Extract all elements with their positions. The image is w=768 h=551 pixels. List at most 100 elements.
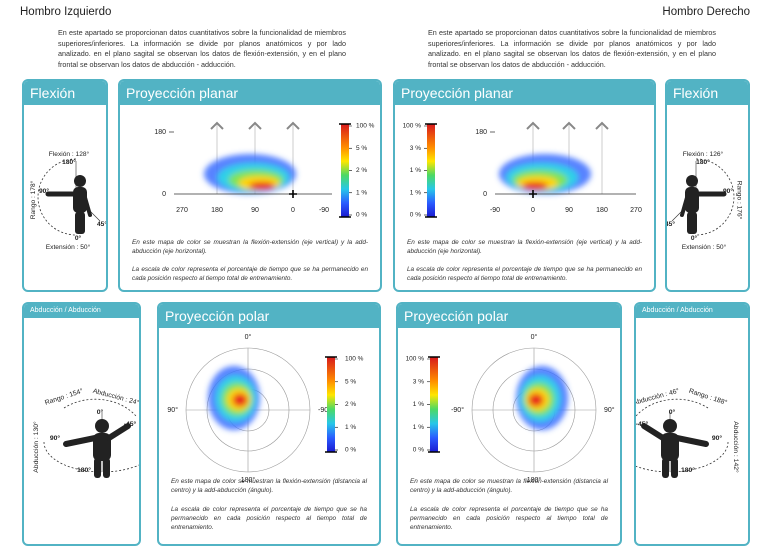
card-title: Flexión [667, 81, 748, 105]
caption: La escala de color representa el porcent… [407, 266, 642, 282]
polar-card: Proyección polar 0° 90° -90° 180° 100 % 5 % 2 %… [157, 302, 381, 546]
colorbar-label: 100 % [356, 123, 375, 130]
abduction-card: Abducción / Abducción Rango : 154° Abducci… [22, 302, 141, 546]
torso [661, 433, 679, 461]
card-title: Proyección planar [120, 81, 380, 105]
figure-label: 45° [667, 220, 675, 228]
figure-label: Extensión : 50° [682, 243, 727, 251]
mannequin [671, 158, 735, 236]
caption: La escala de color representa el porcent… [132, 266, 368, 282]
arm [680, 192, 690, 217]
colorbar-label: 2 % [345, 401, 356, 408]
head [686, 175, 698, 187]
torso [93, 433, 111, 461]
colorbar-label: 5 % [356, 145, 367, 152]
intro-text: En este apartado se proporcionan datos c… [428, 28, 716, 69]
x-tick-label: 90 [251, 207, 259, 214]
arm-icon [210, 121, 224, 130]
figure-label: 180° [681, 466, 695, 474]
range-arc [37, 158, 77, 236]
polar-label: 180° [527, 476, 542, 484]
figure-label: 0° [691, 234, 698, 242]
y-tick-label: 180 [154, 129, 166, 136]
mannequin [37, 158, 101, 236]
mannequin [43, 398, 139, 478]
colorbar-label: 0 % [413, 447, 424, 454]
heatmap [516, 366, 568, 430]
polar-label: 0° [531, 333, 538, 341]
flexion-card: Flexión Flexión : 128° 180° 90° 45° 0° Rango :… [22, 79, 108, 292]
y-tick-label: 0 [483, 191, 487, 198]
colorbar [430, 357, 438, 452]
arm [106, 423, 131, 441]
caption: La escala de color representa el porcent… [410, 506, 608, 531]
figure-label: 0° [97, 408, 104, 416]
card-title: Abducción / Abducción [636, 304, 748, 318]
figure-label: Extensión : 50° [46, 243, 91, 251]
x-tick-label: -90 [490, 207, 500, 214]
abduction-card: Abducción / Abducción Rango : 188° Abducci… [634, 302, 750, 546]
colorbar-label: 5 % [345, 378, 356, 385]
heat-red [232, 393, 248, 407]
figure-label: Abducción : 24° [92, 387, 139, 407]
figure-label: Flexión : 128° [49, 150, 90, 158]
origin-cross [529, 190, 537, 198]
figure-label: Rango : 178° [29, 180, 37, 219]
card-title: Proyección polar [398, 304, 620, 328]
polar-graphic: 0° -90° 90° 180° 100 % 3 % 1 % 1 % 0 % [406, 333, 615, 484]
leg [103, 458, 110, 478]
arm-icon [248, 121, 262, 130]
colorbar-label: 100 % [403, 123, 422, 130]
colorbar-label: 1 % [413, 401, 424, 408]
colorbar [341, 124, 349, 217]
caption: En este mapa de color se muestran la fle… [410, 478, 608, 494]
polar-label: 90° [167, 406, 178, 414]
figure-label: Rango : 188° [688, 387, 729, 407]
range-arc [63, 398, 137, 417]
range-arc [636, 398, 709, 417]
arm [674, 435, 709, 447]
figure-label: 180° [77, 466, 91, 474]
figure-label: 180° [62, 158, 76, 166]
polar-label: 0° [245, 333, 252, 341]
colorbar-label: 2 % [356, 167, 367, 174]
flexion-graphic: Flexión : 126°180° 90° 45° 0° Rango : 176° Ex… [667, 150, 743, 251]
head [95, 419, 109, 433]
colorbar-label: 100 % [345, 356, 364, 363]
caption: En este mapa de color se muestran la fle… [171, 478, 367, 494]
planar-graphic: -90 0 90 180 270 180 0 100 % 3 % 1 % 1 % 0 % [403, 121, 642, 219]
y-tick-label: 0 [162, 191, 166, 198]
figure-label: 90° [50, 434, 61, 442]
intro-text: En este apartado se proporcionan datos c… [58, 28, 346, 69]
planar-card: Proyección planar 270 180 90 0 -90 180 0 100 % 5 … [118, 79, 382, 292]
figure-label: Abducción : 130° [32, 421, 40, 473]
polar-label: 90° [604, 406, 615, 414]
x-tick-label: 90 [565, 207, 573, 214]
figure-label: Flexión : 126° [683, 150, 724, 158]
heatmap [499, 154, 591, 194]
colorbar-label: 1 % [413, 424, 424, 431]
figure-label: 0° [669, 408, 676, 416]
caption: La escala de color representa el porcent… [171, 506, 367, 531]
figure-label: 0° [75, 234, 82, 242]
y-tick-label: 180 [475, 129, 487, 136]
colorbar-label: 1 % [345, 424, 356, 431]
arm-icon [526, 121, 540, 130]
colorbar-label: 100 % [406, 356, 425, 363]
planar-card: Proyección planar -90 0 90 180 270 180 0 100 % 3 … [393, 79, 656, 292]
polar-label: 180° [241, 476, 256, 484]
range-arc [43, 441, 139, 473]
card-title: Proyección polar [159, 304, 379, 328]
colorbar [327, 357, 335, 452]
figure-label: 90° [39, 187, 49, 195]
colorbar-label: 1 % [410, 167, 421, 174]
planar-graphic: 270 180 90 0 -90 180 0 100 % 5 % 2 % 1 % 0 % [154, 121, 375, 219]
colorbar [427, 124, 435, 217]
leg [671, 458, 678, 478]
arm-icon [286, 121, 300, 130]
legs [75, 212, 85, 234]
colorbar-label: 1 % [410, 189, 421, 196]
figure-label: Rango : 176° [735, 181, 743, 220]
colorbar-label: 1 % [356, 189, 367, 196]
